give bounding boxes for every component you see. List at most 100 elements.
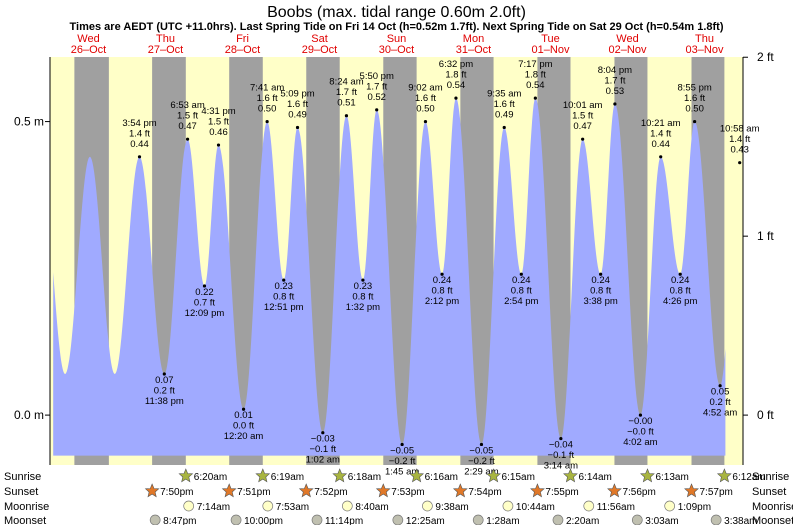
- tide-point: [344, 114, 349, 118]
- tide-point: [400, 442, 404, 447]
- event-row-label-right: Moonset: [752, 515, 793, 525]
- tide-label: 1.6 ft: [415, 93, 436, 104]
- tide-label: 5:09 pm: [280, 88, 314, 99]
- sunset-time: 7:56pm: [622, 487, 655, 498]
- tide-label: −0.0 ft: [627, 427, 654, 438]
- moonset-time: 12:25am: [406, 516, 445, 525]
- tide-label: 0.23: [274, 281, 293, 292]
- tide-label: 1.5 ft: [572, 111, 593, 122]
- tide-label: 0.54: [447, 80, 466, 91]
- sunset-time: 7:53pm: [391, 487, 424, 498]
- tide-point: [440, 272, 444, 276]
- tide-label: 1.5 ft: [208, 117, 229, 128]
- tide-point: [599, 272, 603, 276]
- day-label-weekday: Mon: [463, 33, 484, 45]
- tide-label: 4:52 am: [703, 408, 737, 419]
- moonrise-icon: [422, 500, 433, 512]
- tide-label: −0.05: [390, 445, 414, 456]
- tide-label: 12:20 am: [224, 431, 264, 442]
- tide-label: 8:55 pm: [677, 83, 711, 94]
- tide-label: 1.7 ft: [336, 87, 357, 98]
- tide-label: 1.8 ft: [525, 70, 546, 81]
- tide-label: 1.7 ft: [604, 75, 625, 86]
- event-row-label-left: Sunrise: [4, 471, 41, 483]
- day-labels: Wed26–OctThu27–OctFri28–OctSat29–OctSun3…: [71, 33, 724, 56]
- tide-label: 4:02 am: [623, 437, 657, 448]
- day-label-date: 03–Nov: [686, 44, 724, 56]
- tide-label: −0.1 ft: [548, 450, 575, 461]
- tide-label: −0.03: [311, 434, 335, 445]
- tide-point: [265, 119, 269, 124]
- moonset-icon: [230, 514, 242, 525]
- tide-label: 0.7 ft: [194, 297, 215, 308]
- tide-point: [533, 96, 537, 100]
- tide-label: 0.2 ft: [710, 397, 731, 408]
- moonset-icon: [311, 514, 323, 525]
- tide-label: 0.46: [209, 127, 228, 138]
- moonset-time: 1:28am: [486, 516, 519, 525]
- tide-label: 5:50 pm: [360, 71, 394, 82]
- axes: 0.0 m 0.5 m 0 ft 1 ft 2 ft: [14, 50, 774, 465]
- sunset-time: 7:55pm: [545, 487, 578, 498]
- tide-label: 0.8 ft: [590, 286, 611, 297]
- tide-label: 8:24 am: [329, 77, 363, 88]
- tide-label: 0.05: [711, 387, 730, 398]
- tide-point: [282, 278, 286, 282]
- tide-label: 0.53: [606, 86, 625, 97]
- moonrise-time: 7:53am: [276, 502, 309, 513]
- sunrise-time: 6:16am: [425, 472, 458, 483]
- sunset-icon: [298, 483, 314, 498]
- tide-label: 0.8 ft: [511, 286, 532, 297]
- day-label-weekday: Wed: [77, 33, 99, 45]
- day-label-date: 28–Oct: [225, 44, 260, 56]
- tide-label: 0.47: [573, 121, 592, 132]
- tide-label: 0.8 ft: [431, 286, 452, 297]
- moonset-icon: [392, 514, 404, 525]
- tide-label: 1:32 pm: [346, 302, 380, 313]
- tide-label: 3:54 pm: [122, 118, 156, 129]
- day-label-date: 02–Nov: [609, 44, 647, 56]
- day-label-weekday: Thu: [156, 33, 175, 45]
- event-row-label-left: Sunset: [4, 486, 38, 498]
- day-label-weekday: Thu: [695, 33, 714, 45]
- day-label-date: 27–Oct: [148, 44, 183, 56]
- sunset-icon: [684, 483, 699, 498]
- tide-label: 0.50: [416, 104, 435, 115]
- tide-label: 7:41 am: [250, 83, 284, 94]
- chart-title: Boobs (max. tidal range 0.60m 2.0ft): [267, 4, 526, 21]
- left-tick-label: 0.0 m: [14, 408, 44, 422]
- tide-label: 1.7 ft: [366, 81, 387, 92]
- tide-label: 2:54 pm: [504, 296, 538, 307]
- tide-label: 9:35 am: [487, 88, 521, 99]
- tide-area: [53, 98, 726, 456]
- event-row-label-right: Moonrise: [752, 501, 793, 513]
- tide-label: 0.24: [512, 275, 531, 286]
- tide-point: [479, 442, 484, 447]
- tide-label: 1.8 ft: [445, 70, 466, 81]
- event-row-label-left: Moonrise: [4, 501, 49, 513]
- tide-point: [241, 407, 246, 411]
- tide-point: [613, 102, 617, 106]
- moonset-time: 3:38am: [724, 516, 757, 525]
- day-label-weekday: Fri: [236, 33, 249, 45]
- sunset-time: 7:54pm: [468, 487, 501, 498]
- tide-label: −0.2 ft: [389, 456, 416, 467]
- sunrise-time: 6:14am: [578, 472, 611, 483]
- sunset-icon: [530, 483, 545, 498]
- tide-point: [659, 155, 663, 159]
- tide-point: [519, 272, 523, 276]
- event-row-label-left: Moonset: [4, 515, 46, 525]
- day-label-date: 01–Nov: [532, 44, 570, 56]
- tide-label: 1.4 ft: [129, 128, 150, 139]
- day-label-date: 29–Oct: [302, 44, 337, 56]
- tide-label: 1.5 ft: [177, 111, 198, 122]
- sunrise-time: 6:12am: [732, 472, 765, 483]
- sunrise-icon: [486, 468, 501, 483]
- tide-label: −0.05: [469, 445, 493, 456]
- tide-label: 10:01 am: [563, 100, 603, 111]
- sunrise-icon: [563, 468, 578, 483]
- day-label-weekday: Wed: [616, 33, 638, 45]
- moonset-icon: [149, 514, 161, 525]
